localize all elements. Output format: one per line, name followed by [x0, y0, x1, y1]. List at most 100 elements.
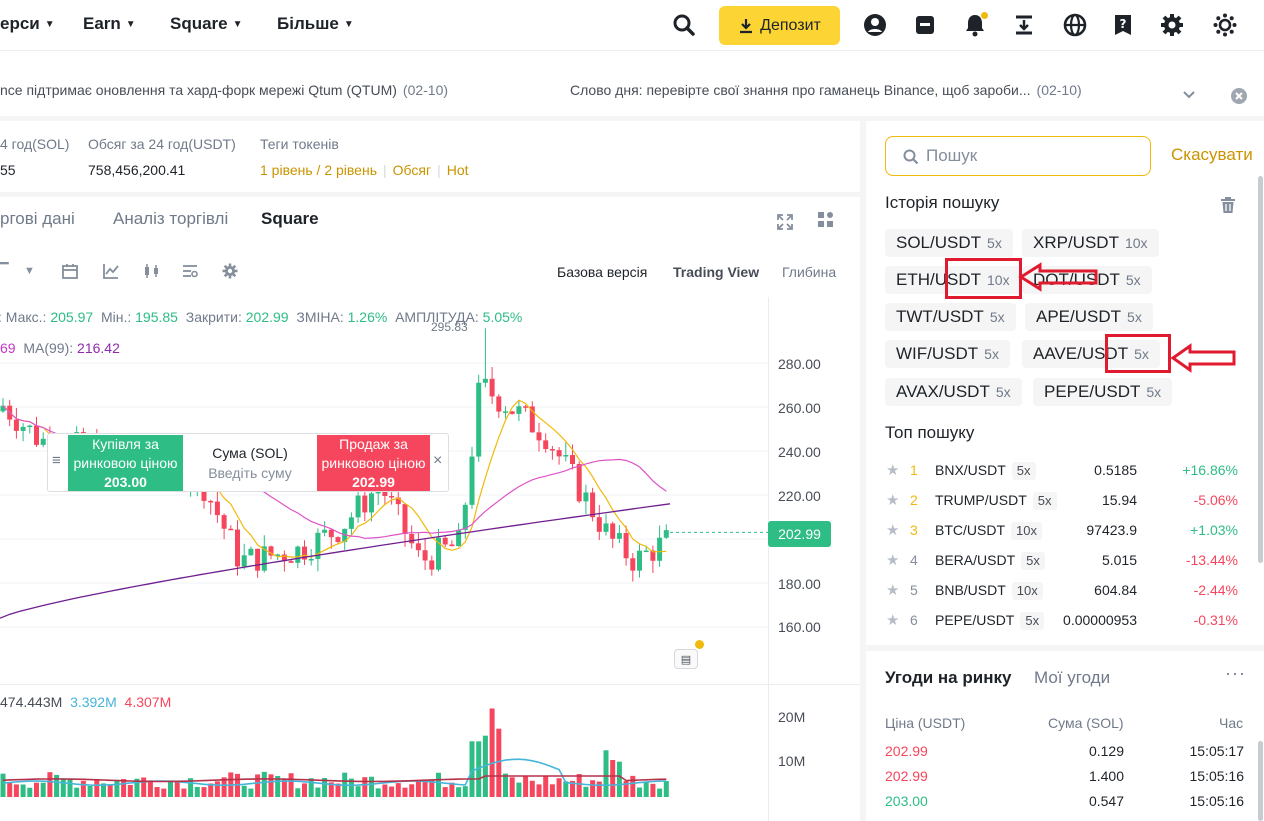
settings-gear-icon[interactable] [1159, 12, 1185, 38]
volume-bar [422, 779, 428, 797]
history-chip[interactable]: XRP/USDT 10x [1022, 229, 1159, 257]
y-tick-label: 180.00 [778, 576, 821, 592]
download-app-icon[interactable] [1011, 12, 1037, 38]
star-icon[interactable]: ★ [886, 522, 900, 539]
amount-field[interactable]: Сума (SOL) Введіть суму [208, 445, 292, 481]
top-search-row[interactable]: ★ 1 BNX/USDT 5x 0.5185 +16.86% [886, 462, 1238, 480]
top-search-row[interactable]: ★ 6 PEPE/USDT 5x 0.00000953 -0.31% [886, 612, 1238, 630]
wallet-icon[interactable] [912, 12, 938, 38]
bell-icon[interactable] [962, 12, 988, 38]
volume-bar [630, 775, 636, 797]
history-chip[interactable]: AVAX/USDT 5x [885, 378, 1022, 406]
tab-my-trades[interactable]: Мої угоди [1034, 668, 1111, 687]
volume-bar [643, 781, 649, 797]
view-trading-view[interactable]: Trading View [673, 264, 760, 280]
search-icon[interactable] [671, 12, 697, 38]
volume-bar [556, 778, 562, 797]
history-chip[interactable]: SOL/USDT 5x [885, 229, 1013, 257]
history-chip[interactable]: ETH/USDT 10x [885, 266, 1021, 294]
token-tags: 1 рівень / 2 рівень | Обсяг | Hot [260, 162, 469, 178]
volume-bar [348, 778, 354, 797]
announcement-item[interactable]: nce підтримає оновлення та хард-форк мер… [0, 82, 449, 98]
drag-handle-icon[interactable]: ≡ [52, 452, 61, 469]
history-chip[interactable]: PEPE/USDT 5x [1033, 378, 1173, 406]
menu-earn[interactable]: Earn ▼ [83, 14, 136, 33]
chevron-down-icon[interactable]: ▼ [24, 265, 35, 277]
tag-link[interactable]: Hot [446, 162, 469, 178]
globe-icon[interactable] [1062, 12, 1088, 38]
tab-market-trades[interactable]: Угоди на ринку [885, 668, 1012, 687]
volume-bar [355, 786, 361, 797]
top-search-row[interactable]: ★ 3 BTC/USDT 10x 97423.9 +1.03% [886, 522, 1238, 540]
scrollbar[interactable] [1258, 176, 1263, 563]
view-basic[interactable]: Базова версія [557, 264, 648, 280]
search-input[interactable] [926, 144, 1141, 168]
tag-link[interactable]: Обсяг [392, 162, 432, 178]
star-icon[interactable]: ★ [886, 492, 900, 509]
announcement-item[interactable]: Слово дня: перевірте свої знання про гам… [570, 82, 1082, 98]
candle-body [214, 501, 220, 516]
star-icon[interactable]: ★ [886, 612, 900, 629]
gear-icon[interactable] [222, 263, 238, 283]
candlestick-type-icon[interactable] [143, 263, 161, 283]
candle-body [402, 504, 408, 534]
candle-body [369, 493, 374, 513]
layout-grid-icon[interactable] [817, 211, 835, 234]
tab-trading-analysis[interactable]: Аналіз торгівлі [113, 209, 229, 228]
volume-bar [382, 784, 388, 797]
calendar-icon[interactable] [62, 263, 78, 283]
star-icon[interactable]: ★ [886, 462, 900, 479]
star-icon[interactable]: ★ [886, 582, 900, 599]
candle-body [643, 550, 649, 553]
search-box[interactable] [885, 136, 1151, 176]
volume-bar [536, 784, 542, 797]
menu-square[interactable]: Square ▼ [170, 14, 243, 33]
chart-settings-list-icon[interactable] [182, 263, 198, 283]
expand-chevron-icon[interactable] [1182, 87, 1196, 105]
market-sell-button[interactable]: Продаж за ринковою ціною 202.99 [317, 435, 430, 491]
notes-icon[interactable]: ▤ [674, 649, 698, 669]
history-chip[interactable]: WIF/USDT 5x [885, 340, 1010, 368]
top-search-row[interactable]: ★ 5 BNB/USDT 10x 604.84 -2.44% [886, 582, 1238, 600]
tag-link[interactable]: 1 рівень / 2 рівень [260, 162, 377, 178]
trash-icon[interactable] [1219, 196, 1237, 219]
volume-bar [603, 750, 609, 797]
more-options-icon[interactable]: ··· [1225, 663, 1246, 683]
tab-square[interactable]: Square [261, 209, 319, 228]
menu-versions[interactable]: ерси ▼ [0, 14, 55, 33]
scrollbar[interactable] [1258, 741, 1263, 821]
theme-sun-icon[interactable] [1212, 12, 1238, 38]
candlestick-chart[interactable] [0, 325, 768, 681]
volume-bar [295, 788, 301, 797]
interval-indicator-icon[interactable]: ▔ [0, 263, 9, 280]
tab-trading-data[interactable]: ргові дані [0, 209, 75, 228]
svg-text:?: ? [1120, 17, 1127, 31]
deposit-button[interactable]: Депозит [719, 6, 840, 45]
volume-bar [389, 786, 395, 797]
history-chip[interactable]: AAVE/USDT 5x [1022, 340, 1160, 368]
volume-bar [214, 781, 220, 797]
top-search-row[interactable]: ★ 4 BERA/USDT 5x 5.015 -13.44% [886, 552, 1238, 570]
view-depth[interactable]: Глибина [782, 264, 837, 280]
top-search-row[interactable]: ★ 2 TRUMP/USDT 5x 15.94 -5.06% [886, 492, 1238, 510]
volume-bar [496, 728, 502, 797]
market-buy-button[interactable]: Купівля за ринковою ціною 203.00 [68, 435, 183, 491]
star-icon[interactable]: ★ [886, 552, 900, 569]
indicator-icon[interactable] [103, 263, 119, 283]
volume-chart[interactable] [0, 685, 768, 805]
y-tick-label: 280.00 [778, 356, 821, 372]
profile-icon[interactable] [862, 12, 888, 38]
volume-bar [335, 783, 341, 797]
volume-bar [476, 741, 482, 797]
history-chip[interactable]: TWT/USDT 5x [885, 303, 1016, 331]
cancel-button[interactable]: Скасувати [1171, 145, 1253, 164]
close-icon[interactable] [1231, 88, 1247, 109]
help-icon[interactable]: ? [1110, 12, 1136, 38]
pane-divider [0, 684, 860, 685]
volume-bar [80, 780, 86, 797]
y-tick-label: 240.00 [778, 444, 821, 460]
menu-more[interactable]: Більше ▼ [277, 14, 354, 33]
fullscreen-icon[interactable] [777, 214, 793, 235]
close-icon[interactable]: × [433, 452, 443, 469]
history-chip[interactable]: APE/USDT 5x [1025, 303, 1153, 331]
